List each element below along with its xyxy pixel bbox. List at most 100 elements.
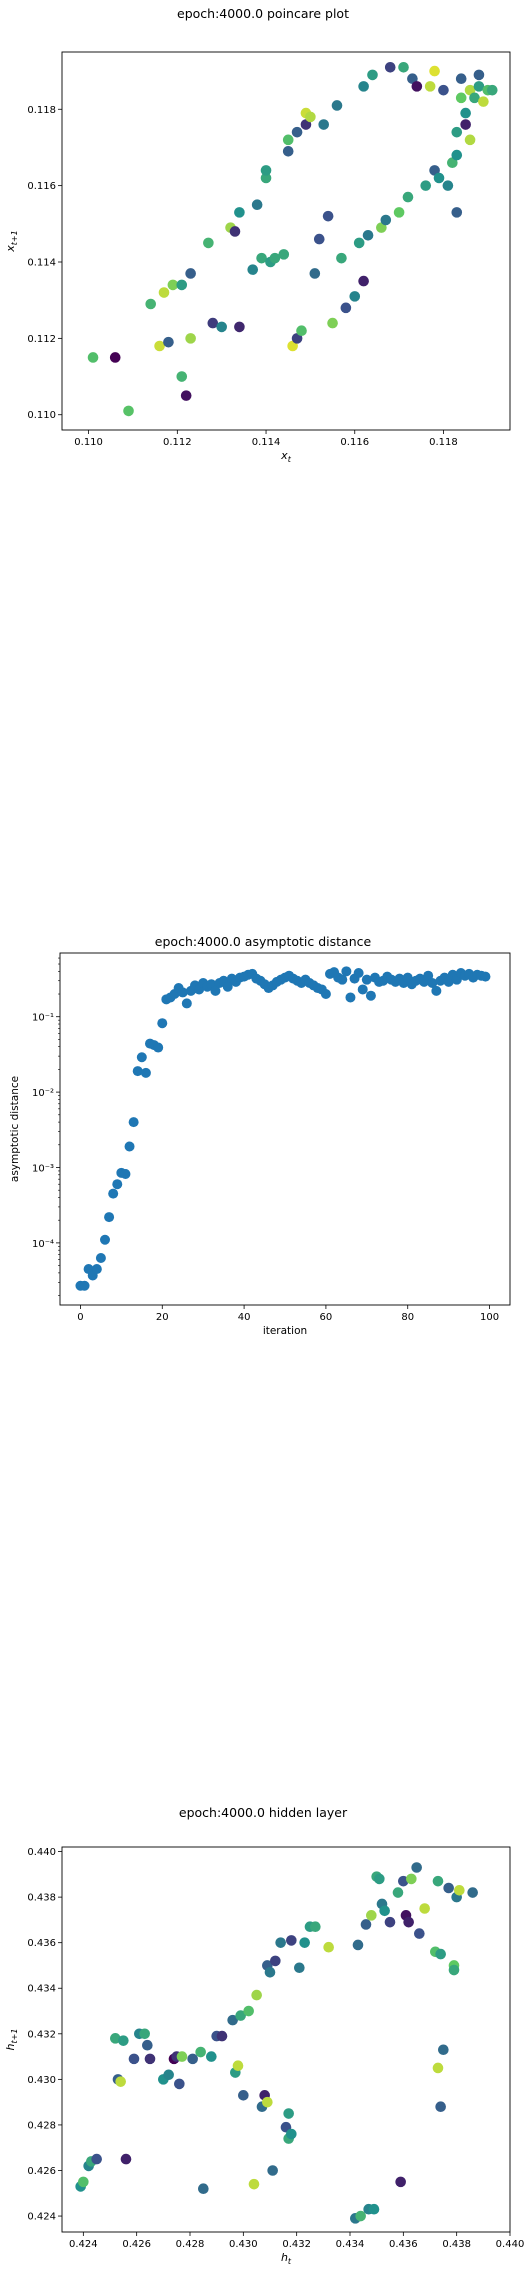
hidden-layer-xtick-label: 0.440 xyxy=(496,2239,525,2250)
distance-point xyxy=(361,974,372,985)
poincare-point xyxy=(318,119,330,130)
hidden-layer-point xyxy=(251,1989,262,2001)
distance-point xyxy=(222,981,233,992)
hidden-layer-point xyxy=(310,1921,321,1933)
poincare-point xyxy=(305,111,316,123)
hidden-layer-xlabel-subscript: t xyxy=(288,2257,292,2266)
poincare-point xyxy=(473,81,485,92)
poincare-figure: epoch:4000.0 poincare plot 0.110 0.112 0.1… xyxy=(0,0,526,470)
poincare-point xyxy=(486,84,498,96)
distance-xtick-label: 20 xyxy=(156,1312,169,1323)
hidden-layer-point xyxy=(392,1887,404,1898)
poincare-point xyxy=(87,352,99,363)
poincare-point xyxy=(282,145,294,157)
hidden-layer-xlabel-base: h xyxy=(281,2251,288,2264)
poincare-point xyxy=(313,233,325,245)
hidden-layer-point xyxy=(248,2178,260,2190)
poincare-point xyxy=(247,264,259,275)
poincare-point xyxy=(331,100,343,111)
poincare-point xyxy=(429,65,440,77)
distance-point xyxy=(153,1042,164,1053)
hidden-layer-ytick-label: 0.428 xyxy=(27,2120,56,2131)
hidden-layer-point xyxy=(235,2010,246,2021)
distance-ytick-label: 10⁻³ xyxy=(32,1163,54,1174)
hidden-layer-xtick-label: 0.430 xyxy=(229,2239,258,2250)
hidden-layer-point xyxy=(368,2203,380,2215)
poincare-xlabel-base: x xyxy=(280,449,288,462)
poincare-point xyxy=(167,279,179,291)
hidden-layer-ylabel: ht+1 xyxy=(4,2029,19,2051)
distance-point xyxy=(480,971,491,982)
poincare-title: epoch:4000.0 poincare plot xyxy=(177,6,349,21)
poincare-point xyxy=(291,126,303,138)
hidden-layer-point xyxy=(264,1966,276,1978)
distance-point xyxy=(177,987,188,998)
poincare-xtick-label: 0.114 xyxy=(252,437,281,448)
poincare-point xyxy=(251,199,263,211)
hidden-layer-point xyxy=(270,1955,281,1967)
hidden-layer-point xyxy=(414,1928,425,1939)
hidden-layer-point xyxy=(187,2053,198,2065)
hidden-layer-xtick-label: 0.424 xyxy=(69,2239,98,2250)
distance-xtick-label: 60 xyxy=(320,1312,333,1323)
poincare-point xyxy=(478,96,489,107)
poincare-point xyxy=(340,302,352,314)
poincare-ytick-label: 0.110 xyxy=(27,410,56,421)
poincare-xtick-label: 0.118 xyxy=(429,437,458,448)
hidden-layer-point xyxy=(435,1948,446,1960)
hidden-layer-point xyxy=(195,2046,206,2058)
hidden-layer-point xyxy=(198,2183,209,2195)
hidden-layer-point xyxy=(142,2039,153,2051)
poincare-point xyxy=(256,252,267,264)
hidden-layer-point xyxy=(232,2060,244,2071)
hidden-layer-point xyxy=(144,2053,156,2065)
distance-point xyxy=(357,984,368,995)
distance-point xyxy=(320,989,331,1000)
hidden-layer-point xyxy=(448,1964,460,1976)
poincare-ylabel-subscript: t+1 xyxy=(10,230,19,245)
distance-point xyxy=(210,985,221,996)
hidden-layer-point xyxy=(294,1962,305,1974)
hidden-layer-point xyxy=(176,2051,188,2062)
hidden-layer-xtick-label: 0.426 xyxy=(122,2239,151,2250)
distance-point xyxy=(181,998,192,1009)
poincare-point xyxy=(216,321,227,333)
hidden-layer-point xyxy=(443,1882,454,1894)
distance-figure: epoch:4000.0 asymptotic distance 0 20 40 60… xyxy=(0,925,526,1365)
poincare-point xyxy=(398,61,409,73)
distance-point xyxy=(124,1141,135,1152)
poincare-point xyxy=(358,81,369,92)
distance-title: epoch:4000.0 asymptotic distance xyxy=(154,934,372,949)
distance-ytick-label: 10⁻² xyxy=(32,1088,54,1099)
hidden-layer-point xyxy=(398,1875,409,1887)
poincare-point xyxy=(185,268,196,279)
poincare-point xyxy=(451,149,463,161)
poincare-point xyxy=(438,84,449,96)
poincare-point xyxy=(278,249,290,260)
poincare-frame xyxy=(61,51,511,431)
distance-ylabel: asymptotic distance xyxy=(9,1076,21,1182)
distance-point xyxy=(112,1179,123,1190)
poincare-point xyxy=(362,229,374,241)
hidden-layer-xlabel: ht xyxy=(281,2251,292,2266)
poincare-point xyxy=(433,172,445,184)
hidden-layer-point xyxy=(91,2153,102,2165)
poincare-point xyxy=(455,73,467,85)
distance-point xyxy=(79,1280,90,1291)
distance-point xyxy=(91,1264,102,1275)
poincare-point xyxy=(260,172,272,184)
hidden-layer-ytick-label: 0.440 xyxy=(27,1847,56,1858)
distance-point xyxy=(108,1188,119,1199)
distance-point xyxy=(427,978,438,989)
poincare-point xyxy=(380,214,392,226)
poincare-point xyxy=(353,237,365,249)
hidden-layer-point xyxy=(419,1903,430,1914)
distance-point xyxy=(345,992,356,1003)
distance-point xyxy=(104,1212,115,1223)
distance-point xyxy=(100,1234,110,1245)
hidden-layer-point xyxy=(286,2128,297,2140)
distance-ytick-label: 10⁻¹ xyxy=(32,1013,54,1024)
poincare-point xyxy=(203,237,214,249)
distance-point xyxy=(136,1052,147,1063)
poincare-point xyxy=(269,252,281,264)
